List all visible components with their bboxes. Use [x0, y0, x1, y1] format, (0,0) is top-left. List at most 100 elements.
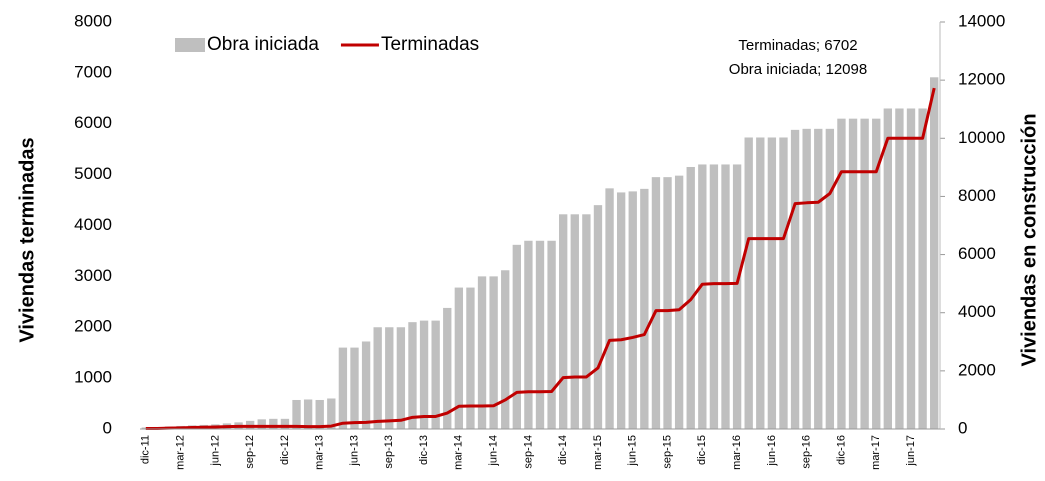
bar	[466, 287, 475, 429]
y2-tick-label: 10000	[958, 128, 1005, 147]
bar	[918, 108, 927, 430]
bar	[547, 240, 556, 429]
bar	[883, 108, 892, 430]
x-tick-label: dic-14	[557, 435, 569, 465]
y2-axis-title: Viviendas en construcción	[1018, 113, 1040, 366]
annotation: Obra iniciada; 12098	[729, 61, 867, 78]
y-tick-label: 8000	[74, 11, 112, 30]
bar	[454, 287, 464, 429]
y-tick-label: 0	[103, 418, 112, 437]
y2-tick-label: 6000	[958, 244, 996, 263]
y2-tick-label: 14000	[958, 11, 1005, 30]
bar	[605, 188, 614, 429]
bar	[848, 118, 858, 429]
x-tick-label: jun-16	[766, 435, 778, 467]
bar	[338, 347, 348, 429]
y-tick-label: 5000	[74, 164, 112, 183]
bar	[559, 214, 568, 429]
bar	[269, 418, 278, 429]
x-tick-label: sep-12	[244, 435, 256, 469]
x-tick-label: jun-13	[348, 435, 360, 467]
y-tick-label: 1000	[74, 368, 112, 387]
bar	[501, 270, 510, 429]
x-tick-label: sep-16	[801, 435, 813, 469]
bar	[443, 307, 452, 429]
y2-tick-label: 8000	[958, 186, 996, 205]
bar	[280, 418, 290, 429]
x-tick-label: dic-13	[418, 435, 430, 465]
bar	[767, 137, 777, 429]
bar	[698, 164, 707, 429]
bar	[512, 244, 521, 429]
legend-label: Terminadas	[381, 34, 479, 55]
bar	[663, 177, 672, 429]
bar	[489, 276, 498, 429]
bar	[616, 192, 626, 429]
bar	[721, 164, 730, 429]
bar	[408, 322, 417, 429]
legend-swatch	[175, 38, 205, 52]
x-tick-label: mar-16	[731, 435, 743, 470]
bar	[373, 327, 382, 429]
bar	[744, 137, 753, 429]
y-tick-label: 3000	[74, 266, 112, 285]
bar	[385, 327, 394, 429]
bar	[930, 77, 939, 429]
x-tick-label: jun-12	[209, 435, 221, 467]
bar	[872, 118, 881, 429]
bar	[315, 399, 324, 429]
y2-tick-label: 2000	[958, 360, 996, 379]
x-tick-label: sep-14	[522, 435, 534, 469]
x-tick-label: mar-17	[870, 435, 882, 470]
y-tick-label: 4000	[74, 215, 112, 234]
bar	[582, 214, 591, 429]
x-tick-label: mar-14	[453, 435, 465, 470]
y-tick-label: 7000	[74, 62, 112, 81]
bar	[756, 137, 765, 429]
legend-label: Obra iniciada	[207, 34, 319, 55]
bar	[837, 118, 846, 429]
x-tick-label: dic-15	[696, 435, 708, 465]
bar	[860, 118, 869, 429]
bar	[303, 399, 313, 429]
bar	[361, 341, 371, 429]
bar	[802, 128, 811, 429]
bar	[814, 128, 823, 429]
bar	[895, 108, 904, 430]
y-tick-label: 6000	[74, 113, 112, 132]
bar	[906, 108, 916, 430]
bar	[477, 276, 487, 429]
bar	[640, 188, 649, 429]
bar	[350, 347, 359, 429]
bar	[651, 177, 661, 429]
x-tick-label: jun-14	[488, 435, 500, 467]
bar	[396, 327, 406, 429]
x-tick-label: jun-15	[627, 435, 639, 467]
bar	[593, 205, 603, 429]
bar	[790, 129, 800, 430]
bar	[141, 427, 150, 429]
x-tick-label: sep-13	[383, 435, 395, 469]
y2-tick-label: 12000	[958, 70, 1005, 89]
bar	[524, 240, 533, 429]
x-tick-label: mar-15	[592, 435, 604, 470]
bar	[570, 214, 579, 429]
x-tick-label: jun-17	[905, 435, 917, 467]
x-tick-label: mar-12	[174, 435, 186, 470]
bar	[825, 128, 835, 429]
x-tick-label: dic-16	[835, 435, 847, 465]
bar	[292, 399, 301, 429]
x-tick-label: dic-12	[279, 435, 291, 465]
y-axis-title: Viviendas terminadas	[16, 137, 38, 342]
x-tick-label: mar-13	[314, 435, 326, 470]
bar	[674, 175, 684, 429]
bar	[628, 191, 637, 429]
line	[145, 87, 936, 430]
x-tick-label: sep-15	[661, 435, 673, 469]
y2-tick-label: 0	[958, 418, 967, 437]
bar	[732, 164, 742, 429]
bar	[431, 320, 440, 429]
y-tick-label: 2000	[74, 317, 112, 336]
bar	[779, 137, 788, 429]
